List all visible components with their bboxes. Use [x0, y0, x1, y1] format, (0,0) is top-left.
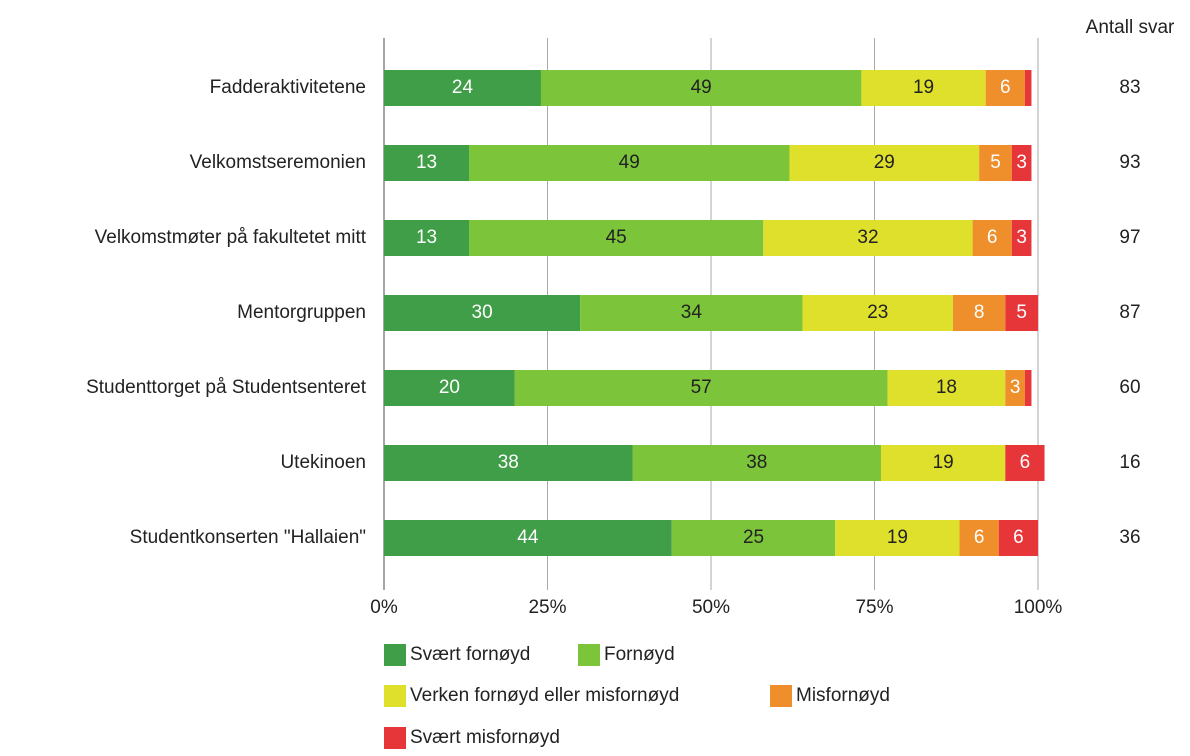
- bar-segment: [952, 295, 1006, 331]
- bar-segment: [384, 370, 515, 406]
- bar-segment: [802, 295, 953, 331]
- data-label: 5: [990, 152, 1001, 173]
- bar-segment: [384, 220, 470, 256]
- bar-segment: [384, 145, 470, 181]
- legend-label: Fornøyd: [604, 644, 675, 665]
- data-label: 30: [472, 302, 493, 323]
- legend-label: Misfornøyd: [796, 685, 890, 706]
- data-label: 38: [498, 452, 519, 473]
- bar-segment: [959, 520, 999, 556]
- bar-segment: [580, 295, 803, 331]
- data-label: 44: [517, 527, 539, 548]
- data-label: 19: [913, 77, 934, 98]
- bar-segment: [384, 520, 672, 556]
- data-label: 45: [606, 227, 627, 248]
- data-label: 20: [439, 377, 460, 398]
- data-label: 8: [974, 302, 985, 323]
- y-tick-label: Velkomstmøter på fakultetet mitt: [95, 227, 367, 248]
- data-label: 49: [691, 77, 712, 98]
- data-label: 3: [1016, 152, 1027, 173]
- count-label: 36: [1119, 527, 1140, 548]
- x-tick-label: 0%: [370, 597, 398, 618]
- legend-swatch: [384, 727, 406, 749]
- data-label: 6: [1000, 77, 1011, 98]
- legend-swatch: [578, 644, 600, 666]
- legend-label: Svært fornøyd: [410, 644, 530, 665]
- bar-segment: [1011, 145, 1032, 181]
- bar-segment: [632, 445, 882, 481]
- data-label: 13: [416, 227, 437, 248]
- bar-segment: [861, 70, 986, 106]
- bar-segment: [985, 70, 1025, 106]
- data-label: 6: [1013, 527, 1024, 548]
- bar-segment: [998, 520, 1038, 556]
- data-label: 3: [1016, 227, 1027, 248]
- bar-segment: [514, 370, 888, 406]
- data-label: 29: [874, 152, 895, 173]
- bar-segment: [384, 70, 541, 106]
- data-label: 19: [933, 452, 954, 473]
- data-label: 25: [743, 527, 764, 548]
- y-tick-label: Studenttorget på Studentsenteret: [86, 377, 367, 398]
- data-label: 34: [681, 302, 703, 323]
- x-tick-label: 75%: [855, 597, 893, 618]
- data-label: 23: [867, 302, 888, 323]
- bar-segment: [1024, 70, 1032, 106]
- x-tick-label: 100%: [1014, 597, 1063, 618]
- bar-segment: [540, 70, 862, 106]
- data-label: 19: [887, 527, 908, 548]
- legend-swatch: [384, 644, 406, 666]
- x-tick-label: 25%: [528, 597, 566, 618]
- count-label: 83: [1119, 77, 1140, 98]
- bar-segment: [881, 445, 1006, 481]
- bar-segment: [887, 370, 1006, 406]
- bar-segment: [1005, 445, 1045, 481]
- y-tick-label: Velkomstseremonien: [190, 152, 366, 173]
- data-label: 24: [452, 77, 474, 98]
- x-tick-label: 50%: [692, 597, 730, 618]
- data-label: 38: [746, 452, 767, 473]
- data-label: 32: [857, 227, 878, 248]
- bar-segment: [789, 145, 980, 181]
- data-label: 49: [619, 152, 640, 173]
- data-label: 6: [1020, 452, 1031, 473]
- legend-swatch: [770, 685, 792, 707]
- data-label: 57: [691, 377, 712, 398]
- count-label: 93: [1119, 152, 1140, 173]
- bar-segment: [763, 220, 973, 256]
- bar-segment: [469, 220, 764, 256]
- bar-segment: [671, 520, 836, 556]
- data-label: 3: [1010, 377, 1021, 398]
- count-label: 16: [1119, 452, 1140, 473]
- data-label: 6: [974, 527, 985, 548]
- y-tick-label: Mentorgruppen: [237, 302, 366, 323]
- bar-segment: [1005, 370, 1025, 406]
- bar-segment: [1005, 295, 1038, 331]
- counts-title: Antall svar: [1086, 17, 1175, 38]
- legend-label: Svært misfornøyd: [410, 727, 560, 748]
- bar-segment: [384, 445, 633, 481]
- y-tick-label: Studentkonserten "Hallaien": [130, 527, 366, 548]
- bar-segment: [469, 145, 790, 181]
- legend-label: Verken fornøyd eller misfornøyd: [410, 685, 679, 706]
- bar-segment: [384, 295, 581, 331]
- bar-segment: [1011, 220, 1032, 256]
- data-label: 6: [987, 227, 998, 248]
- legend-swatch: [384, 685, 406, 707]
- y-tick-label: Fadderaktivitetene: [210, 77, 366, 98]
- data-label: 5: [1016, 302, 1027, 323]
- bar-segment: [972, 220, 1012, 256]
- bar-segment: [979, 145, 1012, 181]
- data-label: 13: [416, 152, 437, 173]
- data-label: 18: [936, 377, 957, 398]
- bar-segment: [1024, 370, 1032, 406]
- count-label: 87: [1119, 302, 1140, 323]
- count-label: 60: [1119, 377, 1140, 398]
- bar-segment: [835, 520, 960, 556]
- y-tick-label: Utekinoen: [280, 452, 366, 473]
- count-label: 97: [1119, 227, 1140, 248]
